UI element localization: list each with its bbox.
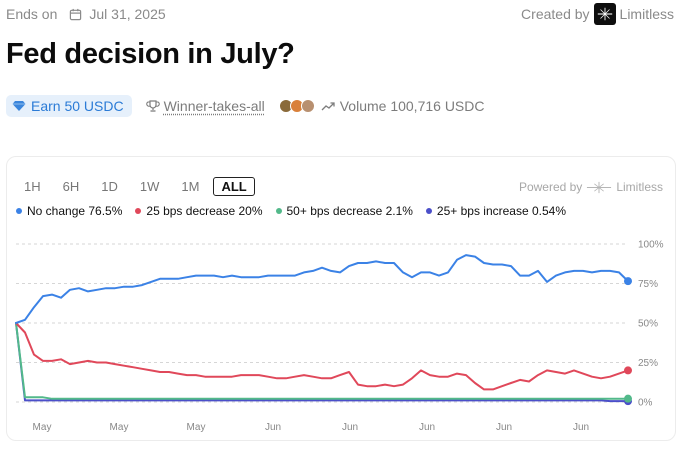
timeframe-6h[interactable]: 6H	[62, 179, 80, 194]
timeframe-1h[interactable]: 1H	[24, 179, 41, 194]
y-tick-label: 25%	[638, 358, 658, 369]
trending-up-icon	[321, 102, 335, 111]
legend-item-50bps-decrease[interactable]: 50+ bps decrease 2.1%	[275, 204, 413, 218]
timeframe-all[interactable]: ALL	[213, 177, 255, 196]
legend-item-no-change[interactable]: No change 76.5%	[16, 204, 122, 218]
timeframe-1m[interactable]: 1M	[181, 179, 200, 194]
participant-avatars[interactable]	[278, 99, 315, 113]
end-date: Jul 31, 2025	[89, 6, 166, 22]
legend-dot	[16, 208, 22, 214]
volume-info: Volume 100,716 USDC	[321, 98, 485, 114]
timeframe-selector: 1H 6H 1D 1W 1M ALL	[16, 177, 261, 196]
end-date-info: Ends on Jul 31, 2025	[6, 6, 166, 22]
x-tick-label: May	[187, 422, 206, 433]
x-tick-label: Jun	[496, 422, 512, 433]
x-tick-label: May	[110, 422, 129, 433]
limitless-mark-icon	[587, 181, 612, 193]
legend-label: No change 76.5%	[27, 204, 123, 218]
chart-legend: No change 76.5% 25 bps decrease 20% 50+ …	[16, 204, 579, 218]
winner-takes-all-label: Winner-takes-all	[163, 98, 265, 114]
timeframe-1w[interactable]: 1W	[139, 179, 160, 194]
y-tick-label: 50%	[638, 319, 658, 330]
series-endpoint	[624, 366, 632, 375]
legend-label: 25+ bps increase 0.54%	[436, 204, 567, 218]
legend-dot	[425, 208, 432, 214]
top-bar: Ends on Jul 31, 2025 Created by Limitles…	[6, 3, 674, 25]
trophy-icon	[145, 100, 160, 112]
y-tick-label: 100%	[638, 240, 664, 251]
legend-dot	[135, 208, 142, 214]
y-tick-label: 0%	[638, 398, 653, 409]
limitless-logo-icon	[593, 3, 616, 25]
diamond-icon	[12, 101, 26, 111]
avatar	[300, 99, 315, 113]
x-tick-label: Jun	[573, 422, 589, 433]
legend-label: 25 bps decrease 20%	[146, 204, 263, 218]
powered-by[interactable]: Powered by Limitless	[519, 180, 663, 194]
series-line	[15, 322, 629, 400]
created-by-label: Created by	[521, 6, 590, 22]
page-title: Fed decision in July?	[6, 38, 295, 70]
x-tick-label: Jun	[419, 422, 435, 433]
legend-label: 50+ bps decrease 2.1%	[286, 204, 413, 218]
series-line	[15, 322, 629, 391]
powered-by-brand: Limitless	[616, 180, 663, 194]
x-tick-label: Jun	[265, 422, 281, 433]
price-history-chart[interactable]: 100% 75% 50% 25% 0% May May May Jun Jun Jun Jun Jun	[7, 157, 675, 440]
ends-on-label: Ends on	[6, 6, 58, 22]
series-line	[15, 254, 629, 324]
volume-label: Volume 100,716 USDC	[339, 98, 485, 114]
x-tick-label: May	[33, 422, 52, 433]
powered-by-label: Powered by	[518, 180, 583, 194]
series-endpoint	[624, 394, 632, 403]
creator-info[interactable]: Created by Limitless	[521, 3, 674, 25]
market-meta-row: Earn 50 USDC Winner-takes-all Volume 100…	[6, 95, 485, 117]
earn-label: Earn 50 USDC	[31, 98, 124, 114]
calendar-icon	[70, 8, 82, 20]
earn-badge[interactable]: Earn 50 USDC	[6, 95, 132, 117]
y-tick-label: 75%	[638, 279, 658, 290]
price-chart-card: 1H 6H 1D 1W 1M ALL Powered by Limitless …	[6, 156, 676, 441]
x-tick-label: Jun	[342, 422, 358, 433]
legend-dot	[275, 208, 282, 214]
timeframe-1d[interactable]: 1D	[101, 179, 118, 194]
series-line	[15, 322, 629, 403]
creator-name[interactable]: Limitless	[619, 6, 674, 22]
legend-item-25bps-increase[interactable]: 25+ bps increase 0.54%	[425, 204, 567, 218]
winner-takes-all-link[interactable]: Winner-takes-all	[145, 98, 265, 114]
legend-item-25bps-decrease[interactable]: 25 bps decrease 20%	[135, 204, 263, 218]
series-endpoint	[624, 277, 632, 286]
